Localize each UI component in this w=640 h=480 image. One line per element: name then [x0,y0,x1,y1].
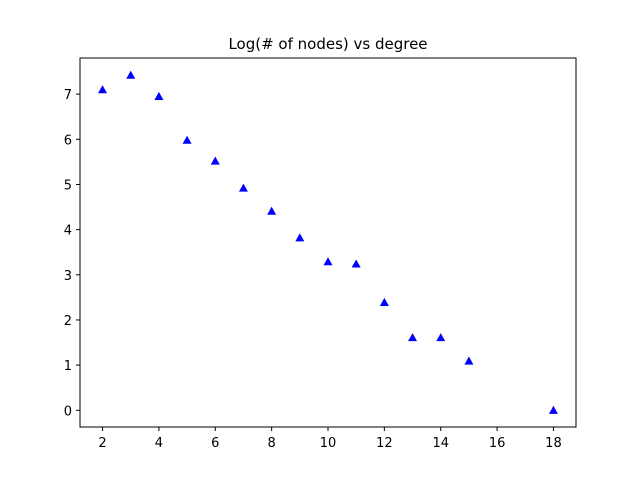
data-point [295,233,305,242]
plot-area-frame [79,57,577,428]
data-point [182,135,192,144]
data-point [267,206,277,215]
x-axis: 2 4 6 8 10 12 14 16 18 [98,427,562,451]
y-tick-label: 2 [64,314,72,329]
y-axis: 0 1 2 3 4 5 6 7 [64,88,80,419]
x-tick-label: 18 [545,436,562,451]
y-tick-label: 0 [64,404,72,419]
x-tick-label: 2 [98,436,106,451]
data-point [548,405,558,414]
y-tick-label: 4 [64,224,72,239]
x-tick-label: 12 [376,436,393,451]
data-point [210,156,220,165]
y-tick-label: 5 [64,178,72,193]
y-tick-label: 3 [64,269,72,284]
x-tick-label: 14 [432,436,449,451]
data-point [464,356,474,365]
data-point [351,259,361,268]
y-tick-label: 7 [64,88,72,103]
x-tick-label: 4 [155,436,163,451]
x-tick-label: 6 [211,436,219,451]
data-point [98,85,108,94]
data-points [98,70,558,414]
y-tick-label: 6 [64,133,72,148]
x-tick-label: 8 [267,436,275,451]
data-point [154,91,164,100]
data-point [238,183,248,192]
data-point [436,333,446,342]
chart-title: Log(# of nodes) vs degree [228,35,427,53]
x-tick-label: 16 [489,436,506,451]
data-point [408,333,418,342]
data-point [323,257,333,266]
data-point [126,70,136,79]
x-tick-label: 10 [320,436,337,451]
y-tick-label: 1 [64,359,72,374]
data-point [379,297,389,306]
